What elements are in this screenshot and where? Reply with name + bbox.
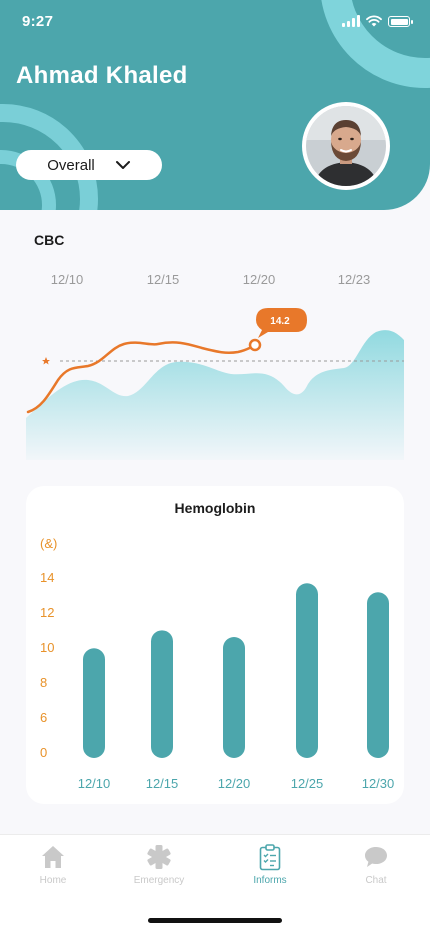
cbc-star-marker [42, 357, 50, 365]
hemoglobin-bar[interactable] [83, 648, 105, 758]
y-tick-label: 12 [40, 605, 54, 620]
tab-chat[interactable]: Chat [336, 843, 416, 886]
tab-label: Chat [365, 875, 387, 886]
filter-dropdown[interactable]: Overall [16, 150, 162, 180]
tab-emergency[interactable]: Emergency [119, 843, 199, 886]
hemoglobin-bar-chart: (&) 0 6 8 10 12 14 12/10 12/15 12/20 12/25 12/30 [40, 536, 395, 791]
cbc-trend-chart: 14.2 [26, 308, 404, 460]
bottom-tab-bar: Home Emergency Informs Chat [0, 834, 430, 932]
hemoglobin-bar[interactable] [151, 630, 173, 758]
status-bar: 9:27 [0, 0, 430, 44]
cbc-selected-point[interactable] [248, 338, 262, 352]
cbc-date-label[interactable]: 12/20 [242, 272, 276, 287]
hemoglobin-bar[interactable] [223, 637, 245, 758]
home-indicator [148, 918, 282, 923]
user-photo [306, 106, 386, 186]
battery-icon [388, 16, 413, 27]
wifi-icon [366, 15, 382, 27]
x-category-label: 12/20 [218, 776, 251, 791]
tab-informs[interactable]: Informs [230, 843, 310, 886]
x-category-label: 12/10 [78, 776, 111, 791]
medical-cross-icon [147, 845, 171, 869]
y-tick-label: 8 [40, 675, 47, 690]
avatar[interactable] [302, 102, 390, 190]
tab-label: Emergency [133, 875, 185, 886]
home-icon [42, 846, 64, 868]
cbc-line-series [26, 341, 257, 414]
tab-label: Home [39, 875, 67, 886]
x-category-label: 12/30 [362, 776, 395, 791]
cbc-tooltip-value: 14.2 [270, 316, 290, 327]
chevron-down-icon [115, 161, 130, 169]
hemoglobin-title: Hemoglobin [174, 500, 256, 516]
y-tick-label: 14 [40, 570, 54, 585]
cbc-title: CBC [34, 232, 65, 248]
y-axis-unit: (&) [40, 536, 57, 551]
tab-home[interactable]: Home [13, 843, 93, 886]
profile-header: 9:27 Ahmad Khaled Overall [0, 0, 430, 210]
cbc-date-label[interactable]: 12/10 [50, 272, 84, 287]
y-tick-label: 6 [40, 710, 47, 725]
cbc-value-tooltip: 14.2 [256, 308, 307, 338]
user-name: Ahmad Khaled [16, 62, 188, 89]
y-tick-label: 10 [40, 640, 54, 655]
tab-label: Informs [253, 875, 287, 886]
clipboard-icon [259, 844, 281, 871]
chat-bubble-icon [365, 847, 387, 867]
cbc-date-label[interactable]: 12/15 [146, 272, 180, 287]
cbc-area-series [26, 330, 404, 460]
filter-selected-value: Overall [47, 156, 95, 174]
cbc-date-label[interactable]: 12/23 [337, 272, 371, 287]
cellular-signal-icon [342, 15, 360, 27]
status-time: 9:27 [22, 13, 54, 30]
x-category-label: 12/15 [146, 776, 179, 791]
hemoglobin-card: Hemoglobin (&) 0 6 8 10 12 14 12/10 12/15 12/20 12… [26, 486, 404, 804]
y-tick-label: 0 [40, 745, 47, 760]
x-category-label: 12/25 [291, 776, 324, 791]
hemoglobin-bar[interactable] [367, 592, 389, 758]
hemoglobin-bar[interactable] [296, 583, 318, 758]
